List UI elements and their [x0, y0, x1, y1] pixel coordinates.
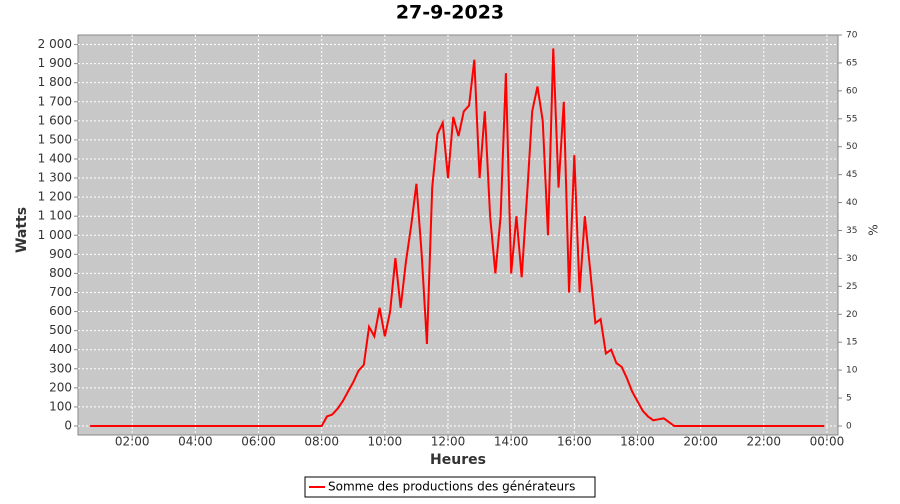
y-tick-label: 1 900 [38, 56, 72, 70]
x-tick-label: 04:00 [178, 435, 213, 449]
x-tick-label: 02:00 [115, 435, 150, 449]
y-tick-label: 1 800 [38, 75, 72, 89]
x-tick-label: 10:00 [368, 435, 403, 449]
x-tick-label: 18:00 [620, 435, 655, 449]
y-tick-label: 1 500 [38, 132, 72, 146]
y-tick-label: 1 600 [38, 113, 72, 127]
y-tick-label: 400 [49, 342, 72, 356]
y2-tick-label: 35 [846, 226, 857, 236]
y2-tick-label: 60 [846, 86, 858, 96]
data-line [90, 48, 825, 427]
y2-tick-label: 10 [846, 366, 858, 376]
y2-tick-label: 50 [846, 142, 858, 152]
y2-tick-label: 65 [846, 58, 857, 68]
y-tick-label: 1 300 [38, 171, 72, 185]
y2-tick-label: 5 [846, 394, 852, 404]
y2-tick-label: 55 [846, 114, 857, 124]
x-tick-label: 12:00 [431, 435, 466, 449]
x-tick-label: 22:00 [746, 435, 781, 449]
y-tick-label: 900 [49, 247, 72, 261]
x-tick-label: 20:00 [683, 435, 718, 449]
x-tick-label: 16:00 [557, 435, 592, 449]
y-tick-label: 600 [49, 304, 72, 318]
y-tick-label: 100 [49, 399, 72, 413]
y-tick-label: 500 [49, 323, 72, 337]
legend [304, 476, 596, 498]
y2-tick-label: 20 [846, 310, 858, 320]
x-tick-label: 06:00 [241, 435, 276, 449]
y2-tick-label: 70 [846, 31, 858, 41]
x-axis-label: Heures [430, 452, 486, 468]
y-tick-label: 1 100 [38, 209, 72, 223]
y-tick-label: 700 [49, 285, 72, 299]
y2-tick-label: 0 [846, 422, 852, 432]
y-tick-label: 300 [49, 361, 72, 375]
y2-tick-label: 25 [846, 282, 857, 292]
x-tick-label: 14:00 [494, 435, 529, 449]
chart-title: 27-9-2023 [396, 2, 504, 24]
y-tick-label: 0 [64, 419, 72, 433]
y2-axis-label: % [867, 224, 881, 235]
x-tick-label: 00:00 [810, 435, 845, 449]
y-tick-label: 1 400 [38, 151, 72, 165]
y-tick-label: 1 000 [38, 228, 72, 242]
legend-label: Somme des productions des générateurs [328, 480, 575, 494]
x-tick-label: 08:00 [304, 435, 339, 449]
y-tick-label: 1 200 [38, 190, 72, 204]
y-axis-label: Watts [14, 207, 30, 253]
y2-tick-label: 15 [846, 338, 857, 348]
y-tick-label: 200 [49, 380, 72, 394]
y-tick-label: 1 700 [38, 94, 72, 108]
y2-tick-label: 30 [846, 254, 858, 264]
y-tick-label: 2 000 [38, 37, 72, 51]
y2-tick-label: 45 [846, 170, 857, 180]
y2-tick-label: 40 [846, 198, 858, 208]
y-tick-label: 800 [49, 266, 72, 280]
